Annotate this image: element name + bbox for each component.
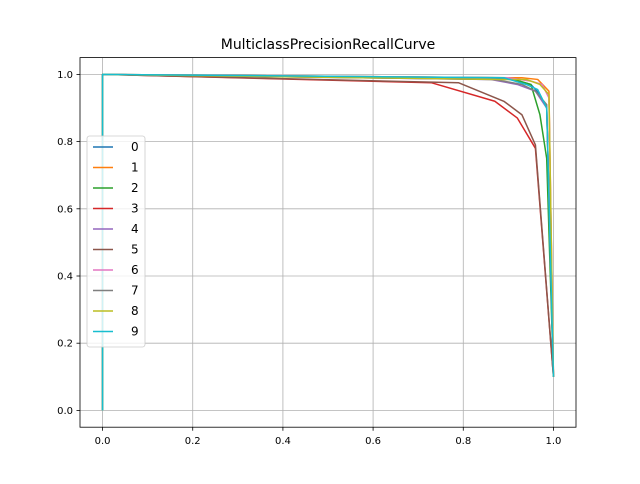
legend-label-7: 7 (131, 284, 139, 298)
legend-label-3: 3 (131, 202, 139, 216)
legend-label-9: 9 (131, 325, 139, 339)
y-tick-label: 0.2 (57, 339, 73, 350)
series-line-5 (101, 73, 555, 411)
y-tick-label: 0.0 (57, 406, 73, 417)
chart-title: MulticlassPrecisionRecallCurve (221, 37, 436, 53)
series-line-9 (101, 73, 555, 411)
series-line-3 (101, 73, 555, 411)
x-tick-label: 0.4 (275, 436, 291, 447)
x-tick-label: 1.0 (546, 436, 562, 447)
legend: 0 1 2 3 4 5 6 7 8 9 (86, 135, 146, 348)
series-lines (101, 73, 555, 411)
x-tick-label: 0.0 (95, 436, 111, 447)
axis-ticks: 0.0 0.2 0.4 0.6 0.8 1.0 0.0 0.2 0.4 0.6 0.8 1.0 (57, 70, 561, 447)
grid-lines (80, 57, 576, 428)
series-line-8 (101, 73, 555, 411)
series-line-6 (101, 73, 555, 411)
y-tick-label: 0.6 (57, 204, 73, 215)
legend-label-4: 4 (131, 222, 139, 236)
series-line-2 (101, 73, 555, 411)
x-tick-label: 0.8 (455, 436, 471, 447)
series-line-0 (101, 73, 555, 411)
y-tick-label: 0.8 (57, 137, 73, 148)
series-line-7 (101, 73, 555, 411)
legend-label-2: 2 (131, 181, 139, 195)
series-line-4 (101, 73, 555, 411)
series-line-1 (101, 73, 555, 411)
x-tick-label: 0.6 (365, 436, 381, 447)
legend-label-8: 8 (131, 304, 139, 318)
axes-frame (79, 57, 577, 428)
legend-label-1: 1 (131, 161, 139, 175)
y-tick-label: 0.4 (57, 272, 73, 283)
y-tick-label: 1.0 (57, 70, 73, 81)
x-tick-label: 0.2 (185, 436, 201, 447)
legend-label-5: 5 (131, 243, 139, 257)
legend-label-0: 0 (131, 140, 139, 154)
legend-label-6: 6 (131, 263, 139, 277)
